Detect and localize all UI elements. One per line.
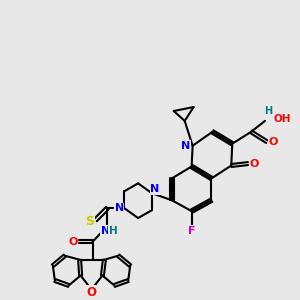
Text: O: O <box>268 137 278 147</box>
Text: F: F <box>188 226 195 236</box>
Text: N: N <box>101 226 110 236</box>
Text: OH: OH <box>274 114 291 124</box>
Text: H: H <box>109 226 118 236</box>
Text: O: O <box>86 286 97 299</box>
Text: O: O <box>249 158 259 169</box>
Text: S: S <box>85 214 94 227</box>
Text: N: N <box>115 203 124 213</box>
Text: N: N <box>181 141 190 151</box>
Text: N: N <box>150 184 160 194</box>
Text: O: O <box>68 237 77 247</box>
Text: H: H <box>264 106 272 116</box>
